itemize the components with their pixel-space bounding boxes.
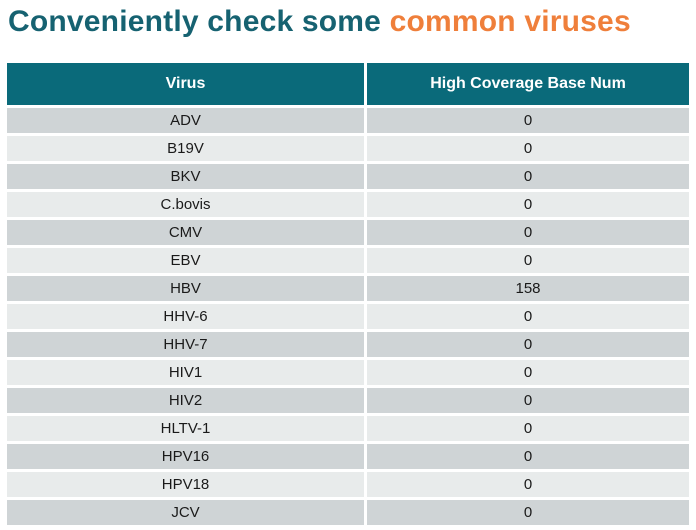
header-row: Virus High Coverage Base Num xyxy=(7,63,689,105)
page-title-main: Conveniently check some xyxy=(8,5,390,38)
coverage-value-cell: 0 xyxy=(367,248,689,273)
virus-name-cell: JCV xyxy=(7,500,364,525)
table-row: HPV16 0 xyxy=(7,444,689,469)
coverage-value-cell: 0 xyxy=(367,220,689,245)
virus-name-cell: HHV-7 xyxy=(7,332,364,357)
table-row: BKV 0 xyxy=(7,164,689,189)
coverage-value-cell: 0 xyxy=(367,332,689,357)
coverage-value-cell: 0 xyxy=(367,388,689,413)
table-row: HHV-7 0 xyxy=(7,332,689,357)
virus-name-cell: HIV1 xyxy=(7,360,364,385)
table-row: CMV 0 xyxy=(7,220,689,245)
virus-name-cell: HLTV-1 xyxy=(7,416,364,441)
coverage-value-cell: 158 xyxy=(367,276,689,301)
virus-name-cell: C.bovis xyxy=(7,192,364,217)
table-row: C.bovis 0 xyxy=(7,192,689,217)
coverage-value-cell: 0 xyxy=(367,472,689,497)
virus-name-cell: HPV16 xyxy=(7,444,364,469)
virus-name-cell: EBV xyxy=(7,248,364,273)
coverage-value-cell: 0 xyxy=(367,192,689,217)
coverage-value-cell: 0 xyxy=(367,444,689,469)
table-row: B19V 0 xyxy=(7,136,689,161)
column-header-virus: Virus xyxy=(7,63,364,105)
table-row: ADV 0 xyxy=(7,108,689,133)
virus-name-cell: HBV xyxy=(7,276,364,301)
table-row: HBV 158 xyxy=(7,276,689,301)
table-row: HIV1 0 xyxy=(7,360,689,385)
table-row: JCV 0 xyxy=(7,500,689,525)
table-row: HPV18 0 xyxy=(7,472,689,497)
virus-table: Virus High Coverage Base Num ADV 0 B19V 0 BK… xyxy=(4,60,692,528)
virus-table-body: ADV 0 B19V 0 BKV 0 C.bovis 0 CMV 0 EBV 0 HBV 158 HHV-6… xyxy=(7,108,689,525)
virus-name-cell: CMV xyxy=(7,220,364,245)
table-row: HHV-6 0 xyxy=(7,304,689,329)
virus-name-cell: HPV18 xyxy=(7,472,364,497)
coverage-value-cell: 0 xyxy=(367,304,689,329)
coverage-value-cell: 0 xyxy=(367,136,689,161)
virus-name-cell: B19V xyxy=(7,136,364,161)
virus-name-cell: HHV-6 xyxy=(7,304,364,329)
coverage-value-cell: 0 xyxy=(367,360,689,385)
table-row: EBV 0 xyxy=(7,248,689,273)
virus-name-cell: ADV xyxy=(7,108,364,133)
table-row: HIV2 0 xyxy=(7,388,689,413)
column-header-high-coverage-base-num: High Coverage Base Num xyxy=(367,63,689,105)
page-title: Conveniently check some common viruses xyxy=(8,4,696,40)
coverage-value-cell: 0 xyxy=(367,108,689,133)
page-title-highlight: common viruses xyxy=(389,5,631,38)
coverage-value-cell: 0 xyxy=(367,416,689,441)
virus-name-cell: HIV2 xyxy=(7,388,364,413)
virus-name-cell: BKV xyxy=(7,164,364,189)
virus-table-header: Virus High Coverage Base Num xyxy=(7,63,689,105)
coverage-value-cell: 0 xyxy=(367,164,689,189)
coverage-value-cell: 0 xyxy=(367,500,689,525)
table-row: HLTV-1 0 xyxy=(7,416,689,441)
